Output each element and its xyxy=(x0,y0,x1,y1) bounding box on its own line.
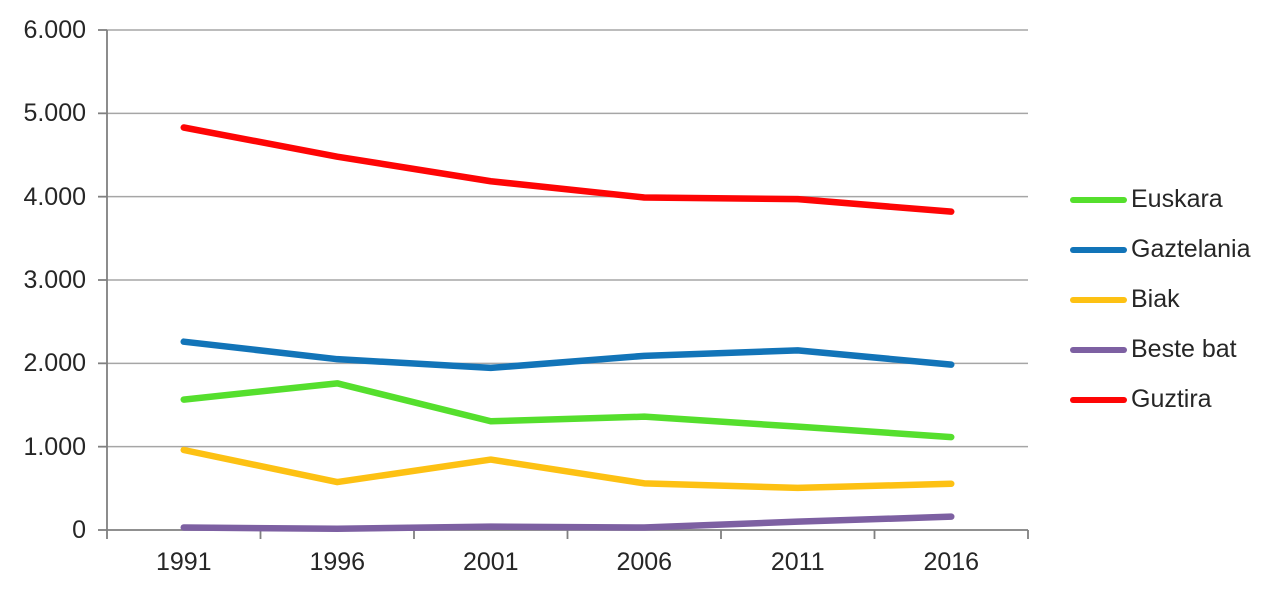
legend-label: Biak xyxy=(1131,285,1180,313)
legend-label: Beste bat xyxy=(1131,335,1237,363)
legend-swatch-guztira xyxy=(1070,396,1127,403)
x-tick-label: 2016 xyxy=(923,548,980,576)
legend-item-gaztelania: Gaztelania xyxy=(1070,235,1251,263)
y-tick-label: 2.000 xyxy=(23,349,86,378)
legend-item-beste-bat: Beste bat xyxy=(1070,335,1251,363)
legend-swatch-gaztelania xyxy=(1070,246,1127,253)
series-line-gaztelania xyxy=(180,338,955,372)
legend-label: Gaztelania xyxy=(1131,235,1251,263)
legend-item-guztira: Guztira xyxy=(1070,385,1251,413)
legend-item-biak: Biak xyxy=(1070,285,1251,313)
x-tick-label: 2011 xyxy=(770,548,825,576)
x-tick-label: 1991 xyxy=(155,548,212,576)
y-tick-label: 6.000 xyxy=(23,16,86,44)
x-tick-label: 2006 xyxy=(616,548,673,576)
series-line-guztira xyxy=(180,124,955,215)
legend: Euskara Gaztelania Biak Beste bat Guztir… xyxy=(1070,185,1251,413)
y-tick-label: 1.000 xyxy=(23,432,86,461)
series-line-euskara xyxy=(180,380,955,441)
x-tick-label: 2001 xyxy=(462,548,519,576)
y-tick-label: 0 xyxy=(72,516,86,544)
series-line-beste-bat xyxy=(180,513,955,532)
y-tick-label: 3.000 xyxy=(23,266,86,294)
legend-swatch-euskara xyxy=(1070,196,1127,203)
legend-swatch-biak xyxy=(1070,296,1127,303)
x-tick-label: 1996 xyxy=(309,548,366,576)
series-line-biak xyxy=(180,446,955,492)
y-tick-label: 5.000 xyxy=(23,99,86,128)
y-tick-label: 4.000 xyxy=(23,182,86,211)
legend-swatch-beste-bat xyxy=(1070,346,1127,353)
legend-label: Guztira xyxy=(1131,385,1212,413)
legend-label: Euskara xyxy=(1131,185,1223,213)
legend-item-euskara: Euskara xyxy=(1070,185,1251,213)
